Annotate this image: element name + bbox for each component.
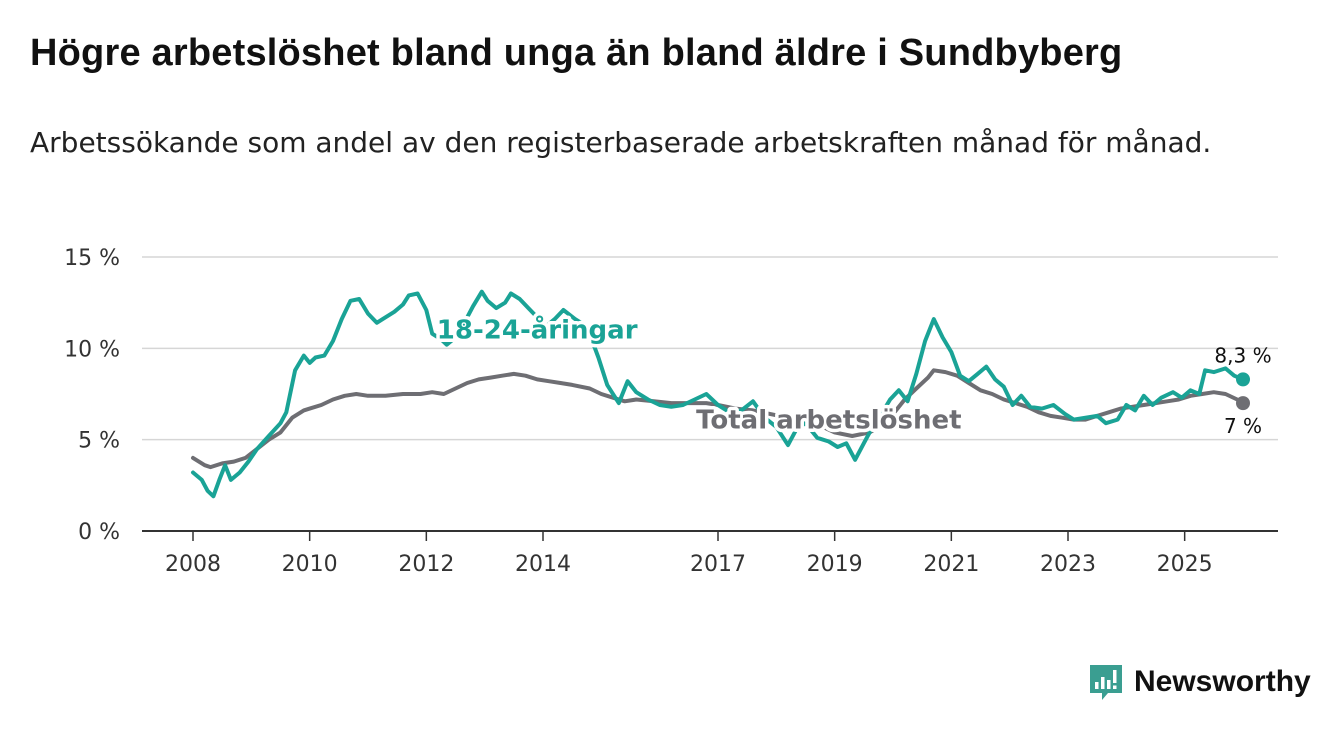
- youth-end-label: 8,3 %: [1214, 343, 1271, 367]
- bar-chart-logo-icon: [1090, 665, 1122, 700]
- chart-subtitle: Arbetssökande som andel av den registerb…: [30, 126, 1212, 159]
- youth-series-line: [191, 289, 1245, 499]
- gridlines: [142, 256, 1278, 441]
- x-tick-label: 2008: [165, 552, 221, 577]
- youth-end-marker: [1236, 372, 1250, 387]
- total-series-label: Total arbetslöshet: [696, 406, 961, 436]
- x-tick-label: 2010: [282, 552, 338, 577]
- x-tick-label: 2012: [398, 552, 454, 577]
- x-tick-label: 2021: [923, 552, 979, 577]
- x-tick-label: 2014: [515, 552, 571, 577]
- total-end-label: 7 %: [1224, 414, 1262, 438]
- y-tick-label: 0 %: [78, 520, 120, 545]
- y-axis-ticks: 0 % 5 % 10 % 15 %: [64, 246, 120, 545]
- x-axis: 2008 2010 2012 2014 2017 2019 2021 2023 2025: [142, 530, 1278, 577]
- series-lines: [191, 289, 1250, 499]
- total-end-marker: [1236, 396, 1250, 411]
- x-tick-label: 2017: [690, 552, 746, 577]
- youth-series-label: 18-24-åringar: [437, 313, 638, 345]
- series-labels: 8,3 % 7 % 18-24-åringar Total arbetslöshet: [433, 310, 1271, 439]
- brand-logo: Newsworthy: [1088, 660, 1311, 704]
- x-tick-label: 2023: [1040, 552, 1096, 577]
- brand-name: Newsworthy: [1134, 665, 1311, 698]
- x-tick-label: 2019: [807, 552, 863, 577]
- y-tick-label: 15 %: [64, 246, 120, 271]
- chart-title: Högre arbetslöshet bland unga än bland ä…: [30, 32, 1123, 74]
- y-tick-label: 5 %: [78, 429, 120, 454]
- x-tick-label: 2025: [1157, 552, 1213, 577]
- y-tick-label: 10 %: [64, 337, 120, 362]
